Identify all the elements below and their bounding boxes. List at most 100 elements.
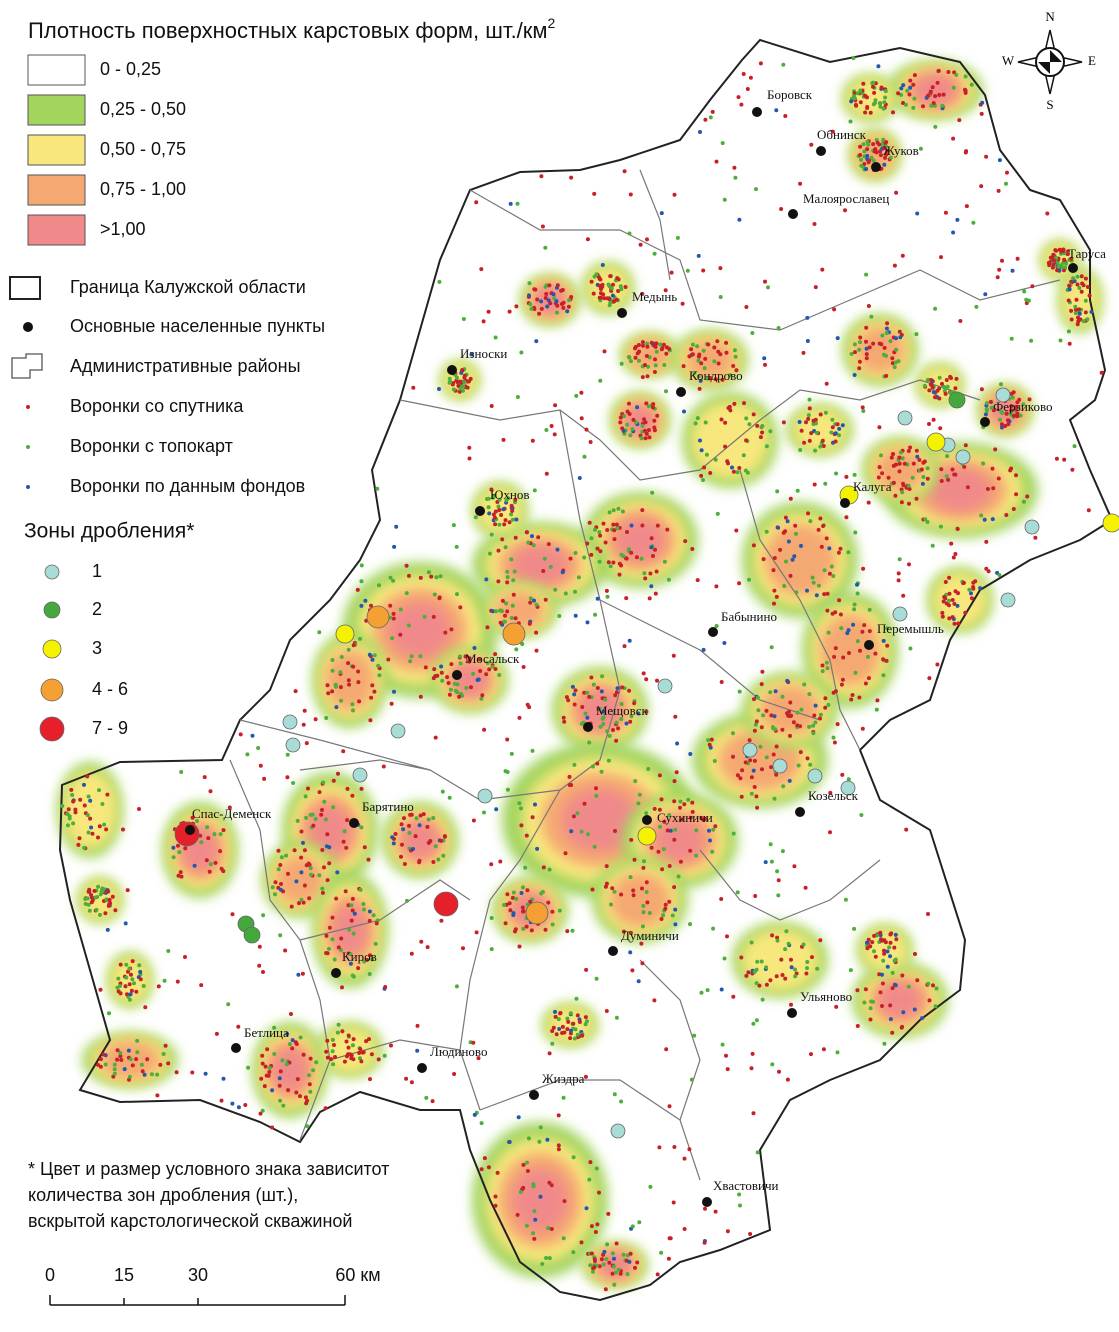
- sinkhole: [112, 1067, 117, 1072]
- sinkhole: [855, 582, 859, 587]
- sinkhole: [1074, 297, 1079, 302]
- sinkhole: [786, 941, 791, 946]
- sinkhole: [614, 720, 619, 725]
- sinkhole: [486, 505, 491, 510]
- sinkhole: [780, 973, 785, 977]
- sinkhole: [304, 863, 309, 868]
- sinkhole: [658, 342, 663, 347]
- sinkhole: [560, 1024, 565, 1029]
- sinkhole: [862, 149, 867, 154]
- sinkhole: [307, 1082, 312, 1087]
- sinkhole: [754, 1018, 759, 1023]
- sinkhole: [362, 907, 366, 912]
- sinkhole: [933, 1004, 938, 1009]
- settlement: [864, 640, 874, 650]
- sinkhole: [345, 818, 350, 823]
- sinkhole: [320, 890, 325, 895]
- sinkhole: [947, 575, 952, 580]
- sinkhole: [296, 972, 301, 977]
- sinkhole: [821, 524, 826, 528]
- sinkhole: [692, 1033, 697, 1038]
- sinkhole: [755, 695, 760, 700]
- sinkhole: [330, 658, 335, 662]
- sinkhole: [105, 927, 110, 932]
- sinkhole: [901, 1010, 906, 1015]
- sinkhole: [601, 1262, 606, 1267]
- sinkhole: [706, 342, 711, 347]
- sinkhole: [573, 688, 578, 693]
- sinkhole: [756, 708, 761, 713]
- sinkhole: [781, 784, 786, 789]
- sinkhole: [528, 600, 533, 605]
- sinkhole: [851, 56, 856, 61]
- sinkhole: [882, 100, 887, 105]
- sinkhole: [853, 670, 858, 675]
- settlement: [349, 818, 359, 828]
- sinkhole: [849, 697, 854, 702]
- sinkhole: [118, 962, 123, 967]
- sinkhole: [664, 351, 669, 356]
- sinkhole: [670, 913, 675, 918]
- sinkhole: [98, 912, 102, 917]
- sinkhole: [893, 932, 898, 937]
- footnote-line: количества зон дробления (шт.),: [28, 1185, 298, 1205]
- sinkhole: [219, 1098, 224, 1103]
- sinkhole: [290, 1038, 295, 1043]
- sinkhole: [327, 925, 332, 930]
- sinkhole: [524, 833, 529, 838]
- sinkhole: [221, 828, 226, 833]
- sinkhole: [161, 1052, 166, 1056]
- sinkhole: [659, 797, 664, 802]
- sinkhole: [944, 474, 949, 479]
- sinkhole: [326, 691, 331, 696]
- sinkhole: [137, 807, 141, 811]
- sinkhole: [887, 945, 892, 950]
- sinkhole: [749, 775, 754, 780]
- sinkhole: [711, 926, 716, 931]
- sinkhole: [94, 907, 99, 912]
- sinkhole: [139, 1062, 144, 1067]
- sinkhole: [662, 819, 667, 824]
- sinkhole: [554, 1032, 559, 1037]
- sinkhole: [85, 774, 90, 779]
- funds-swatch: [26, 485, 30, 489]
- sinkhole: [628, 719, 633, 724]
- sinkhole: [915, 211, 920, 216]
- sinkhole: [570, 684, 575, 689]
- sinkhole: [213, 860, 218, 865]
- sinkhole: [901, 483, 906, 488]
- sinkhole: [758, 744, 763, 749]
- sinkhole: [631, 893, 636, 898]
- sinkhole: [585, 237, 590, 242]
- sinkhole: [539, 306, 544, 311]
- sat-swatch: [26, 405, 30, 409]
- sinkhole: [653, 363, 658, 368]
- sinkhole: [474, 930, 479, 935]
- sinkhole: [1077, 311, 1082, 316]
- sinkhole: [999, 425, 1004, 430]
- sinkhole: [1062, 257, 1067, 262]
- sinkhole: [325, 1055, 330, 1060]
- sinkhole: [350, 793, 355, 798]
- sinkhole: [351, 1037, 356, 1042]
- settlement: [1068, 263, 1078, 273]
- sinkhole: [882, 948, 886, 953]
- sinkhole: [1047, 263, 1052, 268]
- city-label: Юхнов: [490, 487, 529, 502]
- sinkhole: [889, 455, 894, 460]
- sinkhole: [940, 381, 944, 386]
- sinkhole: [555, 283, 560, 288]
- sinkhole: [100, 886, 105, 891]
- sinkhole: [955, 217, 960, 222]
- sinkhole: [933, 124, 938, 129]
- sinkhole: [543, 245, 548, 250]
- sinkhole: [716, 361, 721, 366]
- sinkhole: [759, 959, 764, 964]
- settlements: БоровскОбнинскЖуковМалоярославецТарусаМе…: [185, 87, 1106, 1207]
- sinkhole: [925, 466, 930, 471]
- sinkhole: [577, 1020, 582, 1024]
- sinkhole: [505, 580, 510, 585]
- sinkhole: [619, 1099, 624, 1104]
- sinkhole: [866, 654, 870, 659]
